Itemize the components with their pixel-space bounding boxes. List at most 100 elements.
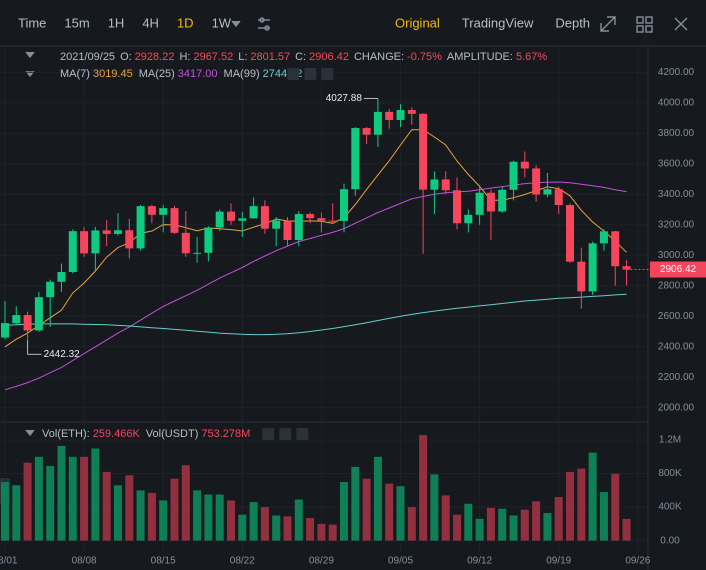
volume-bar: [91, 448, 100, 541]
info-item: C:: [295, 51, 306, 63]
x-tick-label: 08/08: [72, 556, 97, 567]
interval-button[interactable]: 1W: [212, 15, 232, 30]
candle-body: [611, 231, 620, 267]
x-tick-label: 08/29: [309, 556, 334, 567]
info-item: 2801.57: [250, 51, 290, 63]
y-tick-label: 4000.00: [658, 97, 695, 108]
volume-bar: [373, 456, 382, 541]
ohlc-info: 2021/09/25 O: 2928.22 H: 2967.52 L: 2801.57 C: 2…: [60, 51, 547, 63]
info-item: L:: [238, 51, 247, 63]
vol-tick-label: 0.00: [660, 535, 680, 546]
settings-icon[interactable]: [258, 17, 270, 31]
view-button[interactable]: Depth: [555, 15, 590, 30]
legend-button[interactable]: [296, 428, 309, 440]
legend-button[interactable]: [321, 68, 334, 80]
candle-body: [362, 128, 371, 135]
volume-bar: [328, 524, 337, 541]
ma-line: [4, 129, 627, 348]
x-tick-label: 09/19: [546, 556, 571, 567]
candle-body: [215, 211, 224, 228]
view-button[interactable]: Original: [395, 15, 440, 30]
volume-bar: [340, 481, 349, 541]
volume-bar: [396, 486, 405, 541]
candle-body: [181, 232, 190, 254]
candle-body: [396, 110, 405, 120]
legend-button[interactable]: [279, 428, 292, 440]
candle-body: [113, 230, 122, 234]
interval-button[interactable]: Time: [18, 15, 46, 30]
candle-body: [57, 272, 66, 282]
volume-bar: [0, 481, 9, 541]
candle-body: [34, 297, 43, 331]
candle-body: [351, 128, 360, 190]
volume-bar: [475, 518, 484, 541]
volume-bar: [498, 508, 507, 541]
high-annotation: 4027.88: [326, 93, 363, 104]
legend-button[interactable]: [287, 68, 300, 80]
y-tick-label: 3800.00: [658, 128, 695, 139]
x-tick-label: 08/22: [230, 556, 255, 567]
volume-bar: [34, 456, 43, 541]
volume-bar: [68, 456, 77, 541]
candle-body: [520, 161, 529, 169]
candle-body: [0, 323, 9, 338]
candle-body: [385, 111, 394, 120]
interval-button[interactable]: 15m: [64, 15, 89, 30]
y-tick-label: 3600.00: [658, 158, 695, 169]
volume-bar: [204, 494, 213, 541]
layout-icon[interactable]: [636, 16, 653, 33]
volume-bar: [577, 468, 586, 541]
candle-body: [260, 206, 269, 229]
dropdown-icon[interactable]: [231, 20, 241, 28]
volume-bar: [351, 466, 360, 541]
candle-body: [294, 214, 303, 240]
view-button[interactable]: TradingView: [462, 15, 534, 30]
candle-body: [543, 189, 552, 195]
volume-bar: [306, 518, 315, 541]
candle-body: [249, 206, 258, 219]
candle-body: [588, 243, 597, 292]
info-item: 2928.22: [135, 51, 175, 63]
candle-body: [193, 252, 202, 254]
volume-bar: [419, 435, 428, 541]
volume-bar: [170, 478, 179, 541]
volume-bar: [430, 474, 439, 541]
candle-body: [599, 231, 608, 244]
candle-body: [328, 220, 337, 222]
collapse-icon[interactable]: [25, 51, 35, 59]
candle-body: [498, 189, 507, 212]
volume-bar: [125, 475, 134, 541]
volume-bar: [486, 507, 495, 541]
candle-body: [340, 189, 349, 221]
candle-body: [170, 208, 179, 233]
volume-bar: [249, 502, 258, 541]
interval-button[interactable]: 1D: [177, 15, 194, 30]
candle-body: [80, 231, 89, 254]
y-tick-label: 2200.00: [658, 372, 695, 383]
candle-body: [453, 190, 462, 224]
info-item: 2906.42: [309, 51, 349, 63]
volume-bar: [283, 516, 292, 541]
candle-body: [23, 315, 32, 331]
legend-button[interactable]: [262, 428, 275, 440]
volume-bar: [215, 494, 224, 541]
legend-button[interactable]: [304, 68, 317, 80]
info-item: 2021/09/25: [60, 51, 115, 63]
expand-icon[interactable]: [600, 16, 616, 32]
info-item: H:: [179, 51, 190, 63]
info-item: MA(99): [224, 68, 260, 80]
interval-button[interactable]: 4H: [142, 15, 159, 30]
volume-bar: [385, 483, 394, 541]
collapse-icon[interactable]: [25, 429, 35, 437]
candle-body: [486, 192, 495, 212]
volume-bar: [453, 514, 462, 541]
info-item: 3417.00: [178, 68, 218, 80]
info-item: MA(7): [60, 68, 90, 80]
volume-bar: [464, 503, 473, 541]
volume-bar: [181, 465, 190, 541]
interval-button[interactable]: 1H: [108, 15, 125, 30]
close-icon[interactable]: [674, 17, 688, 31]
candle-body: [159, 208, 168, 215]
candle-body: [12, 315, 21, 324]
